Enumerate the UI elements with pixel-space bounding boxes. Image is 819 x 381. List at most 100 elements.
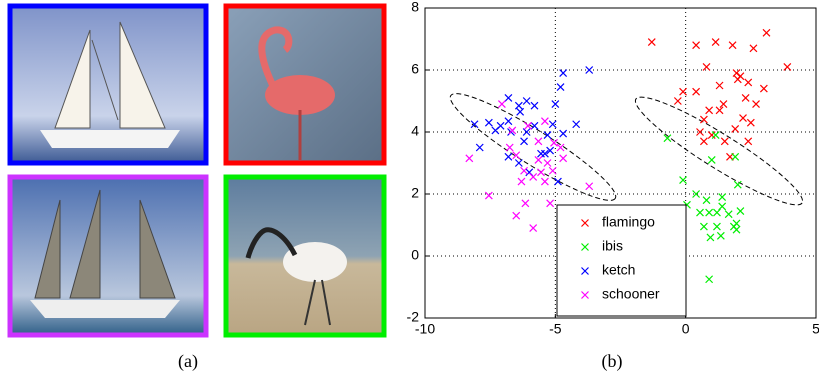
point: [731, 152, 740, 161]
point: [524, 121, 532, 130]
point: [572, 120, 581, 129]
point: [484, 191, 493, 200]
legend-label: flamingo: [602, 214, 655, 230]
point: [647, 38, 656, 47]
point: [741, 93, 750, 102]
point: [559, 129, 568, 138]
point: [504, 93, 513, 102]
y-tick-label: 6: [411, 61, 419, 77]
point: [699, 115, 708, 124]
point: [514, 101, 523, 110]
cluster-ellipse: [449, 93, 617, 201]
point: [522, 128, 531, 136]
point: [520, 137, 528, 146]
point: [705, 106, 714, 115]
point: [543, 131, 552, 140]
point: [530, 121, 539, 130]
plot-frame: [424, 7, 817, 319]
point: [508, 126, 517, 135]
point: [491, 126, 500, 135]
point: [731, 124, 740, 133]
y-tick-label: 2: [411, 185, 419, 201]
y-tick-label: 0: [411, 247, 419, 263]
point: [706, 233, 715, 242]
point: [529, 173, 538, 181]
photo-ibis: [223, 174, 387, 338]
point: [470, 120, 479, 129]
point: [762, 28, 771, 37]
point: [715, 106, 724, 115]
x-tick-label: -5: [549, 321, 562, 337]
point: [705, 208, 714, 217]
point: [522, 97, 531, 105]
point: [512, 211, 521, 220]
point: [514, 159, 523, 167]
point: [783, 62, 792, 71]
point: [663, 134, 672, 143]
point: [732, 225, 741, 234]
point: [540, 149, 549, 158]
point: [504, 117, 513, 126]
point: [692, 190, 701, 198]
point: [556, 83, 565, 91]
point: [559, 154, 568, 163]
point: [585, 66, 594, 74]
legend-label: ibis: [602, 238, 623, 254]
point: [707, 155, 716, 164]
point: [534, 137, 543, 146]
point: [718, 193, 727, 202]
point: [554, 177, 562, 186]
point: [475, 143, 484, 152]
y-tick-label: -2: [407, 309, 420, 325]
point: [534, 155, 543, 164]
point: [529, 224, 538, 233]
x-tick-label: 5: [812, 321, 819, 337]
point: [516, 107, 525, 116]
point: [744, 78, 753, 87]
point: [540, 117, 549, 126]
point: [705, 275, 714, 284]
point: [739, 114, 747, 122]
point: [550, 138, 558, 147]
legend-marker: [581, 219, 589, 227]
point: [559, 69, 568, 78]
point: [699, 137, 708, 146]
point: [702, 196, 711, 205]
point: [546, 199, 555, 208]
point: [728, 41, 737, 50]
point: [540, 177, 549, 186]
point: [696, 208, 704, 217]
point: [759, 84, 768, 93]
caption: (b): [602, 351, 623, 372]
point: [517, 177, 526, 186]
photo-schooner: [7, 174, 209, 338]
point: [715, 81, 724, 90]
point: [692, 41, 701, 50]
point: [702, 62, 711, 71]
point: [679, 176, 687, 184]
point: [548, 120, 557, 129]
point: [521, 199, 530, 208]
point: [520, 166, 528, 175]
point: [696, 128, 704, 136]
point: [699, 222, 708, 231]
point: [733, 75, 742, 84]
point: [497, 100, 506, 109]
point: [504, 152, 513, 161]
point: [719, 100, 728, 109]
plot: -10 -5 0 5 -2 0 2 4 6 8 flamingo ibis ketch schooner: [407, 0, 819, 337]
y-tick-label: 8: [411, 0, 419, 15]
point: [512, 151, 521, 160]
legend-marker: [581, 267, 589, 275]
point: [484, 118, 493, 127]
point: [551, 100, 560, 109]
point: [707, 131, 716, 140]
point: [537, 149, 545, 158]
photo-flamingo: [223, 3, 387, 166]
point: [724, 210, 733, 219]
point: [713, 208, 721, 217]
legend-marker: [581, 291, 589, 299]
legend-marker: [581, 243, 589, 251]
